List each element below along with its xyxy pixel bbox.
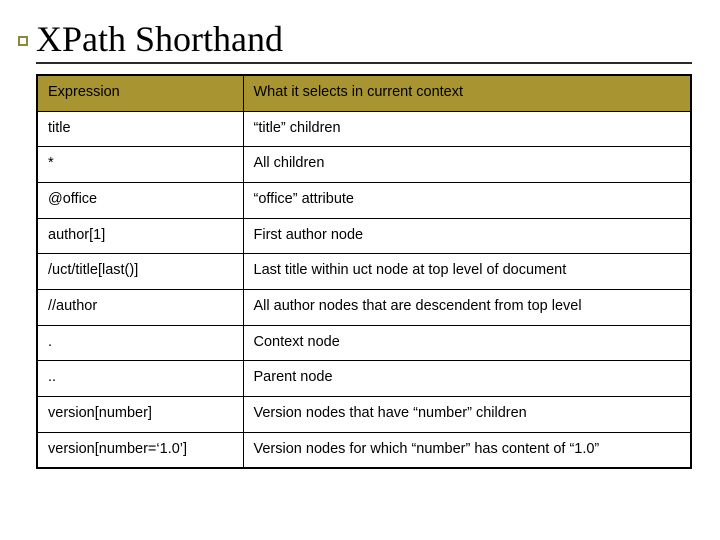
table-row: /uct/title[last()] Last title within uct…: [37, 254, 691, 290]
table-row: . Context node: [37, 325, 691, 361]
cell-description: Version nodes for which “number” has con…: [243, 432, 691, 468]
table-row: //author All author nodes that are desce…: [37, 290, 691, 326]
title-rule: [36, 62, 692, 64]
table-row: version[number] Version nodes that have …: [37, 397, 691, 433]
cell-description: Version nodes that have “number” childre…: [243, 397, 691, 433]
xpath-table: Expression What it selects in current co…: [36, 74, 692, 469]
table-row: .. Parent node: [37, 361, 691, 397]
table-row: title “title” children: [37, 111, 691, 147]
title-block: XPath Shorthand: [36, 18, 692, 64]
cell-description: All author nodes that are descendent fro…: [243, 290, 691, 326]
table-row: author[1] First author node: [37, 218, 691, 254]
table-row: version[number=‘1.0’] Version nodes for …: [37, 432, 691, 468]
table-row: @office “office” attribute: [37, 183, 691, 219]
table-header-row: Expression What it selects in current co…: [37, 75, 691, 111]
table-row: * All children: [37, 147, 691, 183]
cell-expression: title: [37, 111, 243, 147]
cell-description: Parent node: [243, 361, 691, 397]
cell-expression: .: [37, 325, 243, 361]
title-bullet-icon: [18, 36, 28, 46]
slide: XPath Shorthand Expression What it selec…: [0, 0, 720, 540]
page-title: XPath Shorthand: [36, 18, 692, 60]
cell-expression: /uct/title[last()]: [37, 254, 243, 290]
col-header-expression: Expression: [37, 75, 243, 111]
cell-description: Context node: [243, 325, 691, 361]
cell-description: “office” attribute: [243, 183, 691, 219]
col-header-selects: What it selects in current context: [243, 75, 691, 111]
cell-expression: version[number]: [37, 397, 243, 433]
cell-expression: version[number=‘1.0’]: [37, 432, 243, 468]
table-body: title “title” children * All children @o…: [37, 111, 691, 468]
cell-description: “title” children: [243, 111, 691, 147]
cell-description: Last title within uct node at top level …: [243, 254, 691, 290]
cell-expression: author[1]: [37, 218, 243, 254]
cell-expression: *: [37, 147, 243, 183]
cell-description: First author node: [243, 218, 691, 254]
cell-expression: ..: [37, 361, 243, 397]
cell-description: All children: [243, 147, 691, 183]
cell-expression: @office: [37, 183, 243, 219]
cell-expression: //author: [37, 290, 243, 326]
